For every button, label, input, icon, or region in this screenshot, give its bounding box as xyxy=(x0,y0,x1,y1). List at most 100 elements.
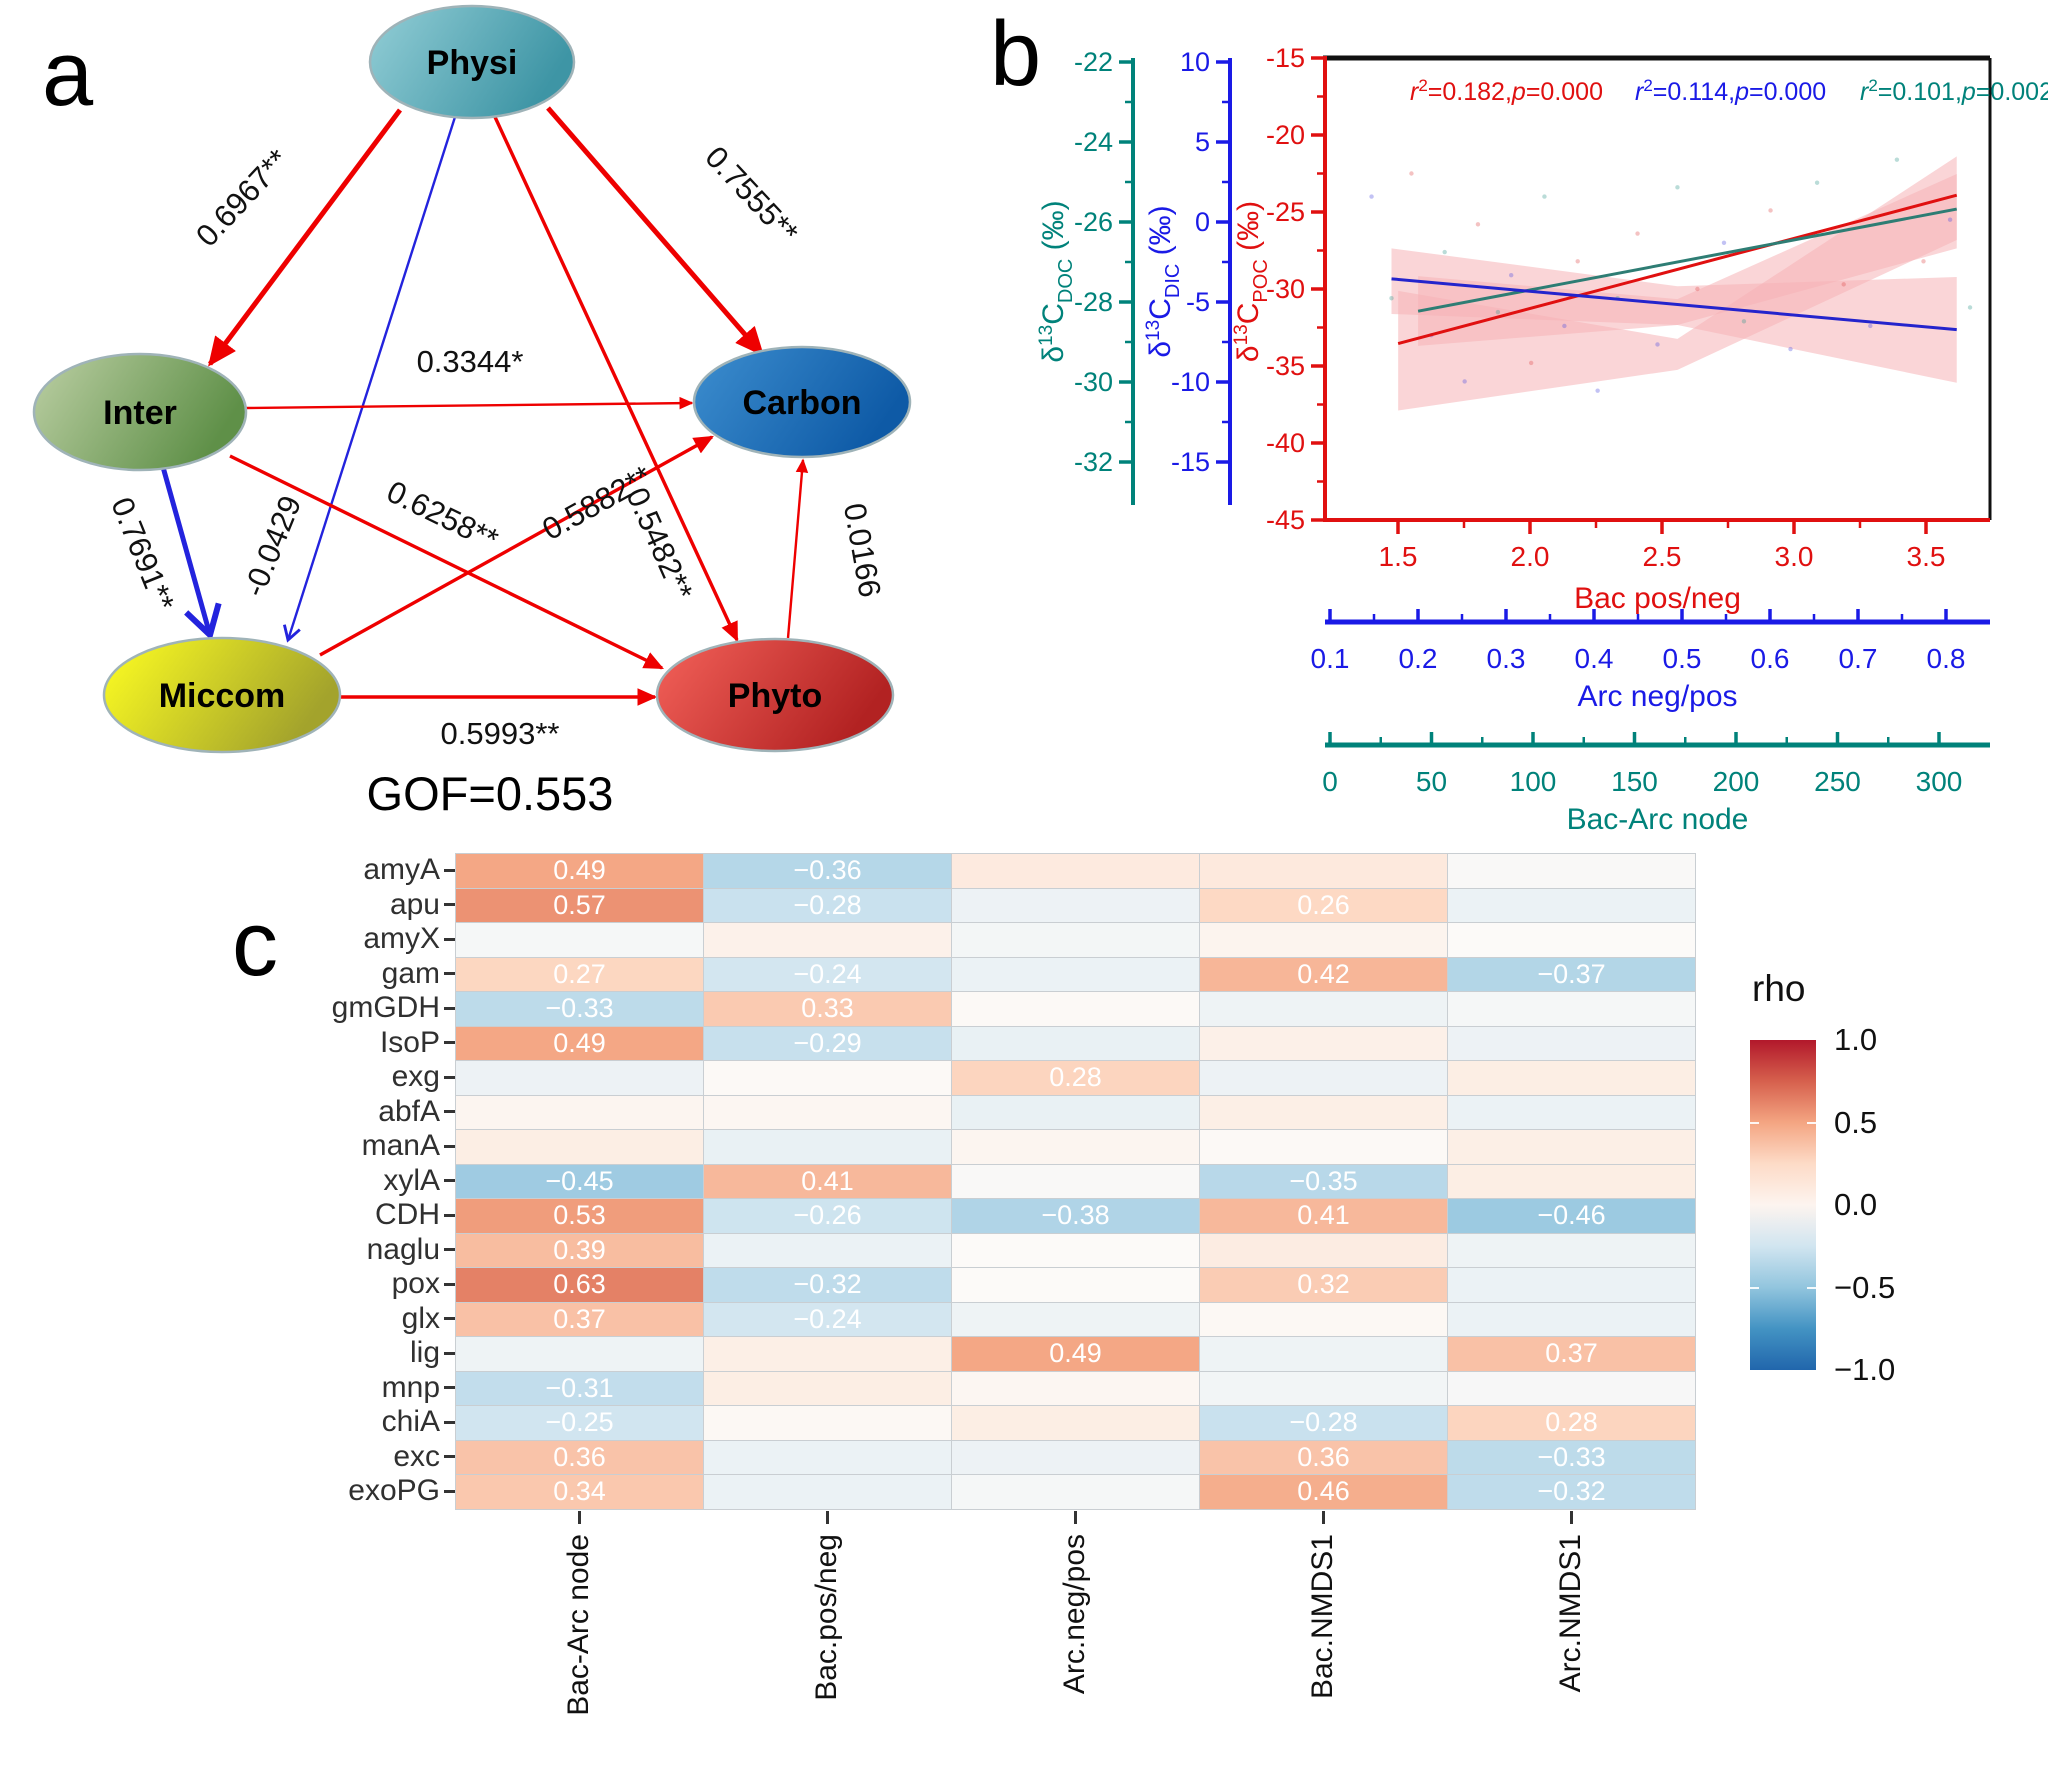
heatmap-cell-IsoP-Bac.NMDS1 xyxy=(1200,1026,1448,1061)
sem-node-label-Carbon: Carbon xyxy=(743,384,862,422)
heatmap-row-label: naglu xyxy=(366,1232,440,1266)
heatmap-row-label: gmGDH xyxy=(331,991,440,1024)
heatmap-row-label: CDH xyxy=(375,1198,440,1231)
heatmap-cell-chiA-Bac-Arc node: −0.25 xyxy=(456,1406,704,1441)
y-axis-tick-label: -10 xyxy=(1171,367,1210,397)
y-axis-tick-label: -22 xyxy=(1074,47,1113,77)
x-axis-tick-label: 2.0 xyxy=(1511,541,1550,572)
regression-line xyxy=(1391,277,1957,332)
heatmap-cell-xylA-Bac.NMDS1: −0.35 xyxy=(1200,1164,1448,1199)
panel-b-label: b xyxy=(990,3,1042,105)
heatmap-cell-pox-Bac.pos/neg: −0.32 xyxy=(704,1268,952,1303)
heatmap-column-label: Bac.NMDS1 xyxy=(1306,1533,1339,1699)
scatter-point xyxy=(1562,323,1567,329)
heatmap-cell-abfA-Arc.NMDS1 xyxy=(1448,1095,1696,1130)
heatmap-cell-exoPG-Bac-Arc node: 0.34 xyxy=(456,1475,704,1510)
heatmap-cell-gmGDH-Arc.neg/pos xyxy=(952,992,1200,1027)
x-axis-tick-label: 50 xyxy=(1416,766,1447,797)
heatmap-column-label: Arc.NMDS1 xyxy=(1554,1533,1587,1692)
y-axis-tick-label: 5 xyxy=(1195,127,1210,157)
x-axis-tick-label: 0.7 xyxy=(1839,643,1878,674)
heatmap-row-label: chiA xyxy=(381,1405,440,1438)
y-axis-tick-label: -15 xyxy=(1171,447,1210,477)
scatter-point xyxy=(1768,208,1773,213)
legend-notch xyxy=(1807,1286,1816,1289)
heatmap-cell-amyA-Arc.neg/pos xyxy=(952,854,1200,889)
heatmap-cell-lig-Bac-Arc node xyxy=(456,1337,704,1372)
sem-node-label-Phyto: Phyto xyxy=(728,677,822,715)
x-axis-title: Bac pos/neg xyxy=(1574,582,1741,615)
heatmap-cell-mnp-Arc.neg/pos xyxy=(952,1371,1200,1406)
heatmap-cell-exoPG-Bac.pos/neg xyxy=(704,1475,952,1510)
heatmap-cell-pox-Bac-Arc node: 0.63 xyxy=(456,1268,704,1303)
heatmap-column-tick xyxy=(1321,1510,1325,1524)
scatter-point xyxy=(1389,296,1394,301)
heatmap-cell-lig-Bac.NMDS1 xyxy=(1200,1337,1448,1372)
heatmap-row-label: pox xyxy=(391,1267,440,1300)
heatmap-cell-apu-Bac.NMDS1: 0.26 xyxy=(1200,888,1448,923)
heatmap-cell-glx-Bac-Arc node: 0.37 xyxy=(456,1302,704,1337)
scatter-point xyxy=(1475,222,1481,227)
scatter-point xyxy=(1868,323,1873,329)
y-axis-tick-label: -45 xyxy=(1266,505,1305,535)
heatmap-grid: 0.49 −0.36 0.57 −0.28 0.26 0.27 −0.24 0.42 −0.37… xyxy=(455,853,1696,1510)
panel-c-label: c xyxy=(232,893,278,995)
heatmap-row-label: xylA xyxy=(383,1163,440,1197)
heatmap-cell-IsoP-Arc.NMDS1 xyxy=(1448,1026,1696,1061)
x-axis-tick-label: 1.5 xyxy=(1379,541,1418,572)
scatter-point xyxy=(1495,309,1501,315)
heatmap-cell-mnp-Bac-Arc node: −0.31 xyxy=(456,1371,704,1406)
scatter-point xyxy=(1595,388,1600,393)
heatmap-row-label: mnp xyxy=(381,1370,440,1404)
sem-node-Miccom xyxy=(102,636,342,754)
heatmap-cell-manA-Bac-Arc node xyxy=(456,1130,704,1165)
scatter-point xyxy=(1369,194,1374,199)
scatter-point xyxy=(1947,217,1953,222)
heatmap-column-tick xyxy=(825,1510,829,1524)
heatmap-cell-gam-Arc.NMDS1: −0.37 xyxy=(1448,957,1696,992)
legend-tick-label: −0.5 xyxy=(1834,1269,1896,1305)
heatmap-row-label: amyX xyxy=(363,922,440,955)
heatmap-cell-gam-Bac.pos/neg: −0.24 xyxy=(704,957,952,992)
scatter-point xyxy=(1921,259,1926,264)
heatmap-cell-xylA-Bac-Arc node: −0.45 xyxy=(456,1164,704,1199)
x-axis-tick-label: 0.5 xyxy=(1663,643,1702,674)
heatmap-row-tick xyxy=(444,1455,455,1459)
y-axis-tick-label: -40 xyxy=(1266,428,1305,458)
sem-node-Inter xyxy=(32,352,248,472)
y-axis-title: δ13CDOC (‰) xyxy=(1036,200,1077,362)
heatmap-row-label: exc xyxy=(393,1439,440,1473)
legend-tick-label: 0.5 xyxy=(1834,1104,1878,1140)
x-axis-title: Bac-Arc node xyxy=(1567,803,1749,836)
sem-node-label-Inter: Inter xyxy=(103,394,177,432)
heatmap-cell-apu-Arc.neg/pos xyxy=(952,888,1200,923)
r-squared-annotation: r2=0.182,p=0.000 xyxy=(1410,76,1603,106)
heatmap-row-label: manA xyxy=(361,1129,440,1162)
scatter-plot: r2=0.182,p=0.000 r2=0.114,p=0.000 r2=0.101… xyxy=(1036,43,2048,836)
y-axis-tick-label: 0 xyxy=(1195,207,1210,237)
heatmap-cell-xylA-Bac.pos/neg: 0.41 xyxy=(704,1164,952,1199)
heatmap-cell-mnp-Bac.NMDS1 xyxy=(1200,1371,1448,1406)
heatmap-row-label: gam xyxy=(381,956,440,990)
heatmap-column-tick xyxy=(1073,1510,1077,1524)
heatmap-cell-amyX-Bac-Arc node xyxy=(456,923,704,958)
y-axis-tick-label: -26 xyxy=(1074,207,1113,237)
x-axis-tick-label: 0.6 xyxy=(1751,643,1790,674)
sem-edge-coefficient: 0.7555** xyxy=(698,139,805,250)
heatmap-cell-IsoP-Arc.neg/pos xyxy=(952,1026,1200,1061)
regression-line xyxy=(1417,207,1958,313)
sem-node-Physi xyxy=(368,4,576,120)
heatmap-row-tick xyxy=(444,937,455,941)
heatmap-cell-manA-Bac.pos/neg xyxy=(704,1130,952,1165)
heatmap-cell-pox-Arc.neg/pos xyxy=(952,1268,1200,1303)
heatmap-cell-exoPG-Arc.neg/pos xyxy=(952,1475,1200,1510)
x-axis-tick-label: 3.0 xyxy=(1775,541,1814,572)
y-axis-tick-label: -32 xyxy=(1074,447,1113,477)
x-axis-tick-label: 100 xyxy=(1510,766,1557,797)
heatmap-row-tick xyxy=(444,1041,455,1045)
panel-a-label: a xyxy=(42,23,94,125)
heatmap-row-label: lig xyxy=(409,1336,440,1369)
scatter-point xyxy=(1575,259,1580,264)
sem-edge-Phyto-Carbon xyxy=(786,458,809,639)
heatmap-cell-gam-Bac.NMDS1: 0.42 xyxy=(1200,957,1448,992)
